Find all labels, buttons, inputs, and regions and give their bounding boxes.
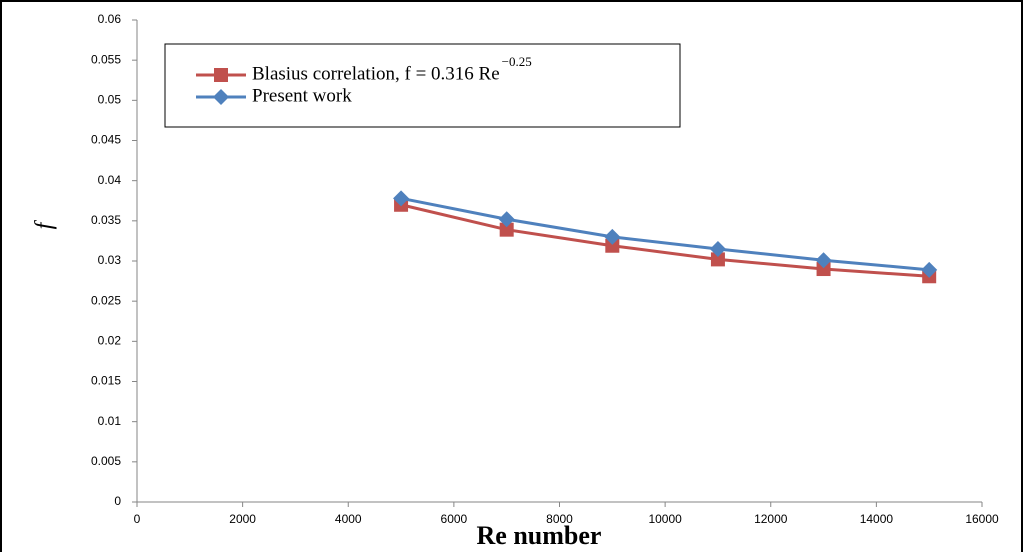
series-line <box>400 196 930 272</box>
marker <box>710 252 725 267</box>
y-tick-label: 0.055 <box>91 52 121 66</box>
legend-label: Blasius correlation, f = 0.316 Re <box>252 63 500 84</box>
marker <box>815 252 832 269</box>
x-tick-label: 12000 <box>754 512 788 526</box>
series <box>394 197 937 284</box>
y-tick-label: 0 <box>114 494 121 508</box>
marker <box>816 262 831 277</box>
x-tick-label: 4000 <box>335 512 362 526</box>
marker <box>393 190 410 207</box>
y-tick-label: 0.015 <box>91 374 121 388</box>
y-tick-label: 0.04 <box>98 173 122 187</box>
y-tick-label: 0.005 <box>91 454 121 468</box>
legend-label: Present work <box>252 85 352 106</box>
series-line <box>400 203 930 278</box>
x-tick-label: 8000 <box>546 512 573 526</box>
x-tick-label: 0 <box>134 512 141 526</box>
y-tick-label: 0.06 <box>98 12 122 26</box>
marker <box>498 211 515 228</box>
x-tick-label: 6000 <box>441 512 468 526</box>
x-tick-label: 14000 <box>860 512 894 526</box>
y-axis-label: f <box>32 219 58 229</box>
legend: Blasius correlation, f = 0.316 Re−0.25 Pr… <box>164 43 681 128</box>
legend-exponent: −0.25 <box>502 54 532 69</box>
marker <box>604 228 621 245</box>
y-tick-label: 0.02 <box>98 334 122 348</box>
marker <box>921 261 938 278</box>
y-tick-label: 0.025 <box>91 293 121 307</box>
y-tick-label: 0.03 <box>98 253 122 267</box>
legend-box <box>164 43 681 128</box>
y-tick-label: 0.045 <box>91 133 121 147</box>
x-axis-label: Re number <box>477 521 602 550</box>
series <box>393 190 938 278</box>
marker <box>605 238 620 253</box>
x-tick-label: 16000 <box>965 512 999 526</box>
y-tick-label: 0.05 <box>98 93 122 107</box>
marker <box>213 89 229 105</box>
marker <box>709 240 726 257</box>
marker <box>214 68 228 82</box>
marker <box>499 222 514 237</box>
y-tick-label: 0.035 <box>91 213 121 227</box>
x-tick-label: 10000 <box>648 512 682 526</box>
x-tick-label: 2000 <box>229 512 256 526</box>
y-tick-label: 0.01 <box>98 414 122 428</box>
